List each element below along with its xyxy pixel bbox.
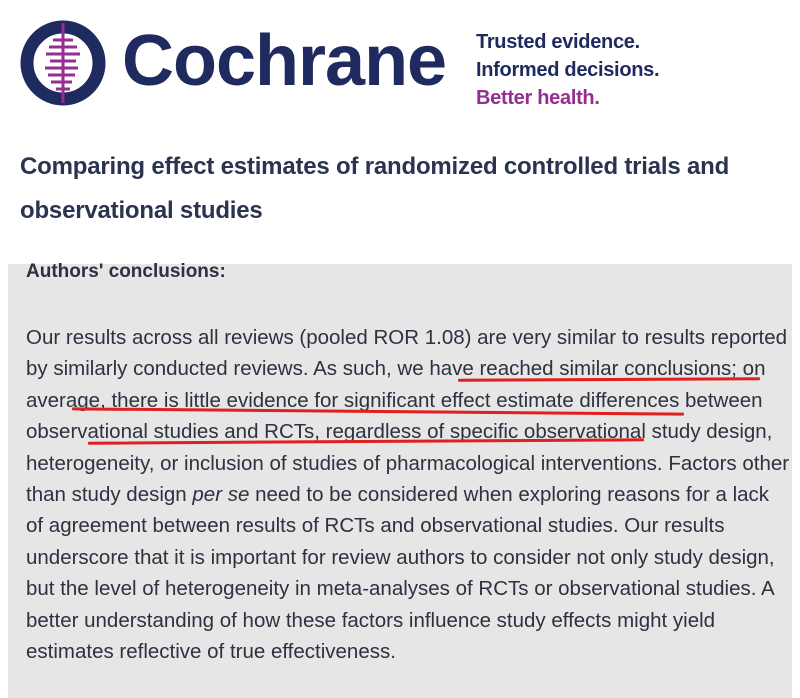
tagline-line-2: Informed decisions. (476, 59, 660, 81)
body-text-start: Our results across all reviews (pooled R… (26, 326, 790, 507)
body-text-end: need to be considered when exploring rea… (26, 483, 775, 664)
conclusions-text: Our results across all reviews (pooled R… (26, 322, 791, 667)
page-title: Comparing effect estimates of randomized… (20, 153, 730, 224)
brand-tagline: Trusted evidence. Informed decisions. Be… (476, 28, 660, 112)
conclusions-panel (8, 264, 792, 698)
brand-wordmark[interactable]: Cochrane (122, 21, 447, 101)
conclusions-paragraph: Our results across all reviews (pooled R… (26, 322, 791, 667)
site-header: Cochrane Trusted evidence. Informed deci… (0, 0, 800, 130)
tagline-line-3: Better health. (476, 87, 600, 109)
tagline-line-1: Trusted evidence. (476, 31, 640, 53)
cochrane-logo-icon[interactable] (20, 18, 106, 108)
emphasis-per-se: per se (192, 483, 250, 507)
section-heading: Authors' conclusions: (26, 261, 226, 282)
